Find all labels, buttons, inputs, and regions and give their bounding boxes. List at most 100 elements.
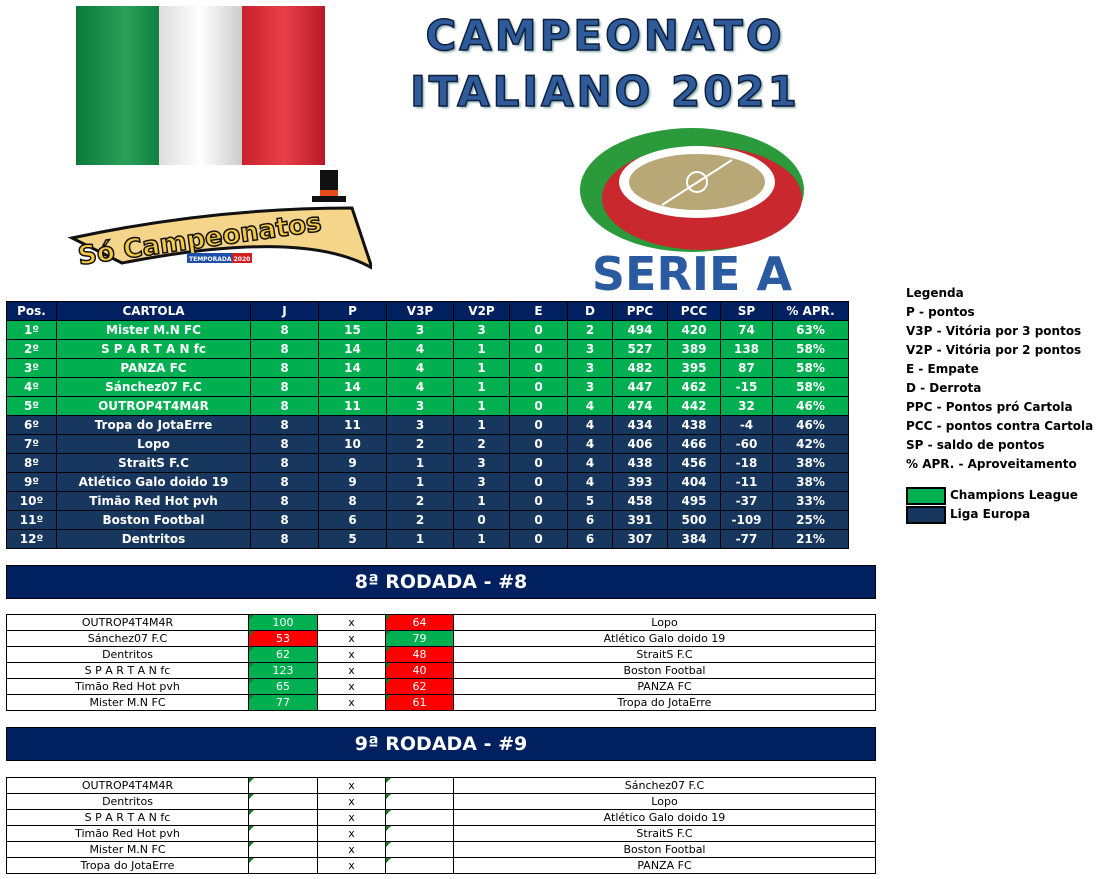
- cell-j: 8: [250, 434, 319, 454]
- legend-zone-label: Liga Europa: [950, 507, 1031, 521]
- away-score: [385, 809, 454, 826]
- cell-pcc: 500: [667, 510, 721, 530]
- cell-sp: -18: [720, 453, 773, 473]
- svg-text:SERIE A: SERIE A: [592, 247, 793, 298]
- cell-p: 14: [318, 358, 387, 378]
- cell-p: 10: [318, 434, 387, 454]
- table-row: 10º Timão Red Hot pvh 8 8 2 1 0 5 458 495 -37 33%: [6, 491, 849, 511]
- cell-pos: 2º: [6, 339, 57, 359]
- cell-v2p: 1: [453, 358, 510, 378]
- cell-v3p: 3: [386, 320, 454, 340]
- legend-item: V3P - Vitória por 3 pontos: [906, 324, 1082, 338]
- title-line-1: CAMPEONATO: [425, 10, 785, 61]
- cell-cartola: Lopo: [56, 434, 251, 454]
- cell-d: 3: [567, 377, 613, 397]
- cell-cartola: Timão Red Hot pvh: [56, 491, 251, 511]
- away-team: Atlético Galo doido 19: [453, 809, 876, 826]
- home-score: [248, 777, 318, 794]
- away-team: Boston Footbal: [453, 662, 876, 679]
- cell-d: 5: [567, 491, 613, 511]
- cell-pcc: 438: [667, 415, 721, 435]
- cell-cartola: Sánchez07 F.C: [56, 377, 251, 397]
- table-row: 1º Mister M.N FC 8 15 3 3 0 2 494 420 74 63%: [6, 320, 849, 340]
- header-v3p: V3P: [386, 301, 454, 321]
- header-e: E: [509, 301, 568, 321]
- away-score: 48: [385, 646, 454, 663]
- home-score: 53: [248, 630, 318, 647]
- cell-p: 11: [318, 396, 387, 416]
- cell-pcc: 395: [667, 358, 721, 378]
- standings-table: Pos. CARTOLA J P V3P V2P E D PPC PCC SP% APR. 1º Mi…: [6, 301, 849, 549]
- cell-e: 0: [509, 358, 568, 378]
- cell-v3p: 1: [386, 529, 454, 549]
- cell-v2p: 0: [453, 510, 510, 530]
- table-row: 5º OUTROP4T4M4R 8 11 3 1 0 4 474 442 32 46%: [6, 396, 849, 416]
- cell-pcc: 389: [667, 339, 721, 359]
- legend-swatch: [906, 486, 946, 505]
- svg-text:TEMPORADA 2020: TEMPORADA 2020: [189, 256, 250, 263]
- cell-v2p: 1: [453, 415, 510, 435]
- cell-d: 4: [567, 434, 613, 454]
- round-8-matches-table: OUTROP4T4M4R 100 x 64 Lopo Sánchez07 F.C 53 x 79…: [6, 614, 876, 711]
- cell-e: 0: [509, 453, 568, 473]
- versus: x: [317, 662, 386, 679]
- cell-v2p: 3: [453, 453, 510, 473]
- cell-v3p: 2: [386, 491, 454, 511]
- cell-p: 9: [318, 453, 387, 473]
- header-cartola: CARTOLA: [56, 301, 251, 321]
- home-score: 62: [248, 646, 318, 663]
- cell-pos: 5º: [6, 396, 57, 416]
- legend-zone-label: Champions League: [950, 488, 1078, 502]
- cell-sp: 32: [720, 396, 773, 416]
- match-row: Timão Red Hot pvh x StraitS F.C: [6, 825, 876, 842]
- cell-pcc: 384: [667, 529, 721, 549]
- cell-apr: 21%: [772, 529, 849, 549]
- table-row: 11º Boston Footbal 8 6 2 0 0 6 391 500 -109 25%: [6, 510, 849, 530]
- cell-pcc: 466: [667, 434, 721, 454]
- away-team: Atlético Galo doido 19: [453, 630, 876, 647]
- cell-pcc: 495: [667, 491, 721, 511]
- cell-ppc: 447: [612, 377, 668, 397]
- cell-v3p: 1: [386, 472, 454, 492]
- versus: x: [317, 678, 386, 695]
- versus: x: [317, 777, 386, 794]
- home-score: 77: [248, 694, 318, 711]
- away-score: 61: [385, 694, 454, 711]
- versus: x: [317, 857, 386, 874]
- legend-item: % APR. - Aproveitamento: [906, 457, 1077, 471]
- cell-e: 0: [509, 491, 568, 511]
- cell-sp: -77: [720, 529, 773, 549]
- round-9-matches-table: OUTROP4T4M4R x Sánchez07 F.C Dentritos x Lopo…: [6, 777, 876, 874]
- cell-sp: -60: [720, 434, 773, 454]
- cell-e: 0: [509, 529, 568, 549]
- cell-d: 3: [567, 339, 613, 359]
- cell-e: 0: [509, 434, 568, 454]
- cell-v2p: 3: [453, 472, 510, 492]
- cell-j: 8: [250, 358, 319, 378]
- cell-sp: -11: [720, 472, 773, 492]
- cell-v3p: 4: [386, 339, 454, 359]
- versus: x: [317, 630, 386, 647]
- cell-d: 4: [567, 396, 613, 416]
- home-team: S P A R T A N fc: [6, 662, 249, 679]
- table-row: 8º StraitS F.C 8 9 1 3 0 4 438 456 -18 38%: [6, 453, 849, 473]
- cell-cartola: PANZA FC: [56, 358, 251, 378]
- cell-apr: 58%: [772, 339, 849, 359]
- cell-e: 0: [509, 396, 568, 416]
- cell-p: 6: [318, 510, 387, 530]
- versus: x: [317, 694, 386, 711]
- cell-j: 8: [250, 529, 319, 549]
- serie-a-logo: SERIE A: [580, 128, 804, 298]
- versus: x: [317, 793, 386, 810]
- header-pos: Pos.: [6, 301, 57, 321]
- legend-zone: Liga Europa: [906, 505, 1093, 524]
- legend-item: V2P - Vitória por 2 pontos: [906, 343, 1082, 357]
- cell-v3p: 2: [386, 510, 454, 530]
- cell-p: 14: [318, 377, 387, 397]
- home-team: Mister M.N FC: [6, 694, 249, 711]
- away-team: StraitS F.C: [453, 646, 876, 663]
- cell-p: 15: [318, 320, 387, 340]
- legend: Legenda P - pontos V3P - Vitória por 3 po…: [906, 284, 1093, 524]
- home-score: 123: [248, 662, 318, 679]
